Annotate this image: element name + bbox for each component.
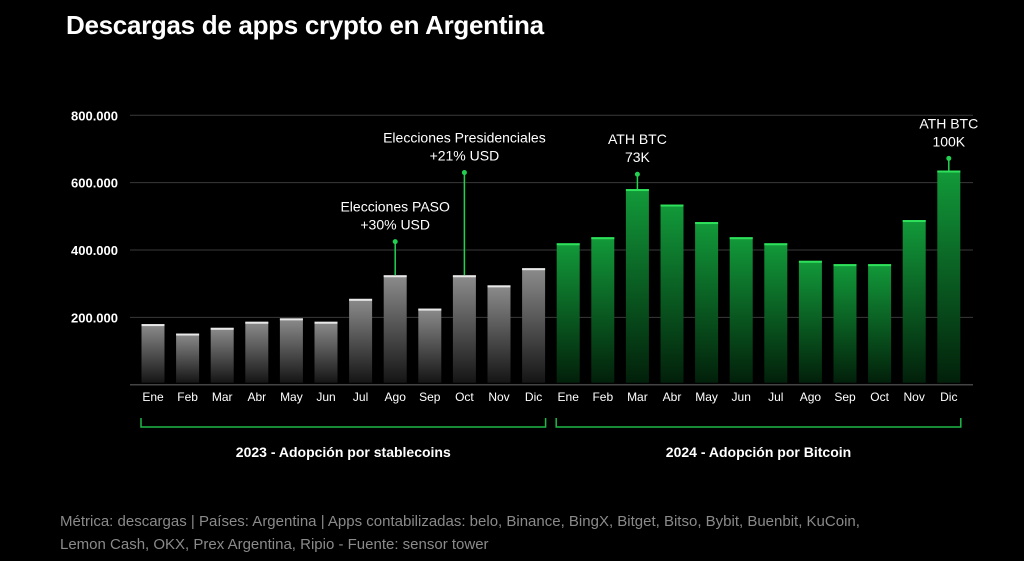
annotation-marker [946, 155, 952, 161]
annotation-text: 100K [932, 133, 965, 149]
annotation-marker [392, 239, 398, 245]
bar-cap [625, 189, 649, 192]
bar [487, 285, 511, 383]
bar-cap [937, 170, 961, 173]
x-tick-label: Sep [834, 390, 856, 404]
bar-cap [764, 243, 788, 246]
x-tick-label: Abr [663, 390, 682, 404]
bar-cap [660, 204, 684, 207]
bar [868, 264, 892, 383]
bar-cap [487, 285, 511, 288]
x-tick-label: May [695, 390, 718, 404]
bar-cap [729, 237, 753, 240]
x-tick-label: Oct [455, 390, 474, 404]
bar-cap [314, 321, 338, 324]
bar [210, 327, 234, 383]
bar [625, 189, 649, 383]
x-tick-label: Feb [177, 390, 198, 404]
x-tick-label: Mar [212, 390, 233, 404]
bar [452, 275, 476, 383]
bar-cap [522, 268, 546, 271]
bar-cap [695, 222, 719, 225]
group-bracket [555, 418, 962, 428]
y-tick-label: 400.000 [71, 243, 118, 258]
bar [937, 170, 961, 383]
annotation-text: 73K [625, 149, 651, 165]
annotation-marker [461, 170, 467, 176]
bar [383, 275, 407, 383]
annotation-marker [634, 171, 640, 177]
bar-cap [591, 237, 615, 240]
bar [660, 204, 684, 383]
x-tick-label: Dic [940, 390, 957, 404]
bar [245, 321, 269, 383]
footer-line-2: Lemon Cash, OKX, Prex Argentina, Ripio -… [60, 536, 489, 553]
x-tick-label: May [280, 390, 303, 404]
bar-cap [210, 327, 234, 330]
x-tick-label: Jun [316, 390, 335, 404]
bar-cap [176, 333, 200, 336]
group-label: 2024 - Adopción por Bitcoin [666, 444, 851, 460]
group-label: 2023 - Adopción por stablecoins [236, 444, 451, 460]
bar-cap [383, 275, 407, 278]
bar-cap [833, 264, 857, 267]
x-tick-label: Nov [488, 390, 509, 404]
x-tick-label: Jul [353, 390, 368, 404]
bar-cap [902, 220, 926, 223]
y-tick-label: 800.000 [71, 108, 118, 123]
bar [556, 243, 580, 383]
bar-cap [279, 318, 303, 321]
bar [349, 298, 373, 383]
bar [314, 321, 338, 383]
bar [141, 324, 165, 383]
footer-line-1: Métrica: descargas | Países: Argentina |… [60, 513, 860, 530]
bar [522, 268, 546, 383]
x-tick-label: Oct [870, 390, 889, 404]
bar [176, 333, 200, 383]
x-tick-label: Feb [592, 390, 613, 404]
x-tick-label: Abr [247, 390, 266, 404]
bar-cap [452, 275, 476, 278]
annotation-text: ATH BTC [608, 131, 667, 147]
chart-title: Descargas de apps crypto en Argentina [66, 10, 544, 40]
x-tick-label: Dic [525, 390, 542, 404]
bar [764, 243, 788, 383]
x-tick-label: Jun [732, 390, 751, 404]
bar [729, 237, 753, 383]
bar [591, 237, 615, 383]
bar [695, 222, 719, 383]
group-bracket [140, 418, 547, 428]
bar [833, 264, 857, 383]
bar [279, 318, 303, 383]
x-tick-label: Sep [419, 390, 441, 404]
x-tick-label: Nov [904, 390, 925, 404]
y-tick-label: 200.000 [71, 310, 118, 325]
bar-cap [418, 308, 442, 311]
annotation-text: +21% USD [430, 148, 500, 164]
bar-cap [141, 324, 165, 327]
x-tick-label: Ene [558, 390, 580, 404]
x-tick-label: Ene [142, 390, 164, 404]
annotation-text: +30% USD [360, 217, 430, 233]
bar-cap [556, 243, 580, 246]
x-tick-label: Jul [768, 390, 783, 404]
bar-cap [245, 321, 269, 324]
annotation-text: Elecciones Presidenciales [383, 130, 546, 146]
bar-cap [798, 260, 822, 263]
x-tick-label: Ago [385, 390, 407, 404]
y-tick-label: 600.000 [71, 176, 118, 191]
bar-cap [349, 298, 373, 301]
x-tick-label: Ago [800, 390, 822, 404]
bar [418, 308, 442, 383]
x-tick-label: Mar [627, 390, 648, 404]
bar-cap [868, 264, 892, 267]
annotation-text: ATH BTC [919, 115, 978, 131]
bar [902, 220, 926, 383]
annotation-text: Elecciones PASO [340, 199, 450, 215]
bar [798, 260, 822, 383]
